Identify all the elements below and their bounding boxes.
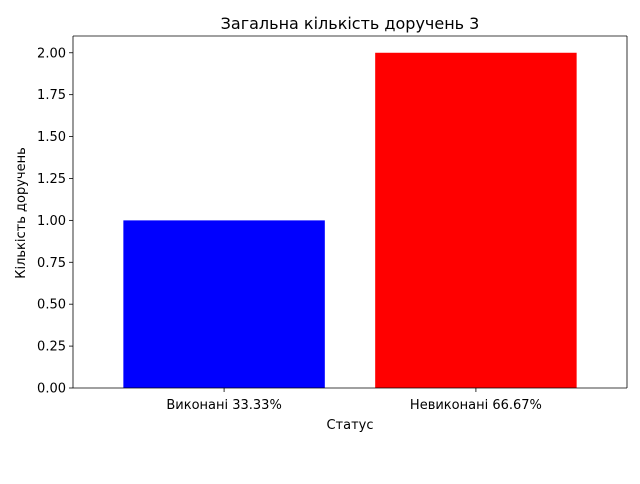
y-tick-label: 0.75 [37,256,66,271]
bars-layer [123,52,577,389]
y-axis-label: Кількість доручень [14,147,29,279]
y-tick-label: 1.25 [37,172,66,187]
bar [375,52,577,389]
x-tick-label: Невиконані 66.67% [410,398,542,413]
y-tick-label: 1.50 [37,130,66,145]
y-tick-label: 0.00 [37,382,66,397]
x-axis-label: Статус [326,418,373,433]
ticks-layer: Виконані 33.33% Невиконані 66.67% 0.00 0.25… [37,46,542,413]
y-tick-label: 1.00 [37,214,66,229]
x-tick-label: Виконані 33.33% [166,398,281,413]
chart-title: Загальна кількість доручень 3 [221,14,480,33]
y-tick-label: 0.50 [37,298,66,313]
y-tick-label: 2.00 [37,46,66,61]
bar [123,220,325,388]
y-tick-label: 0.25 [37,340,66,355]
y-tick-label: 1.75 [37,88,66,103]
